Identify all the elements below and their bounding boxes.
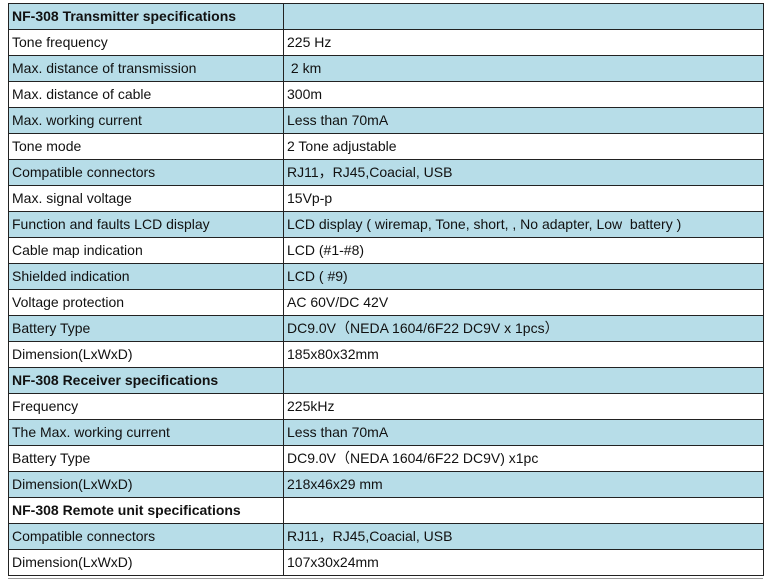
spec-table: NF-308 Transmitter specifications Tone fr…	[8, 3, 764, 576]
spec-value: Less than 70mA	[283, 419, 764, 446]
section-header-row: NF-308 Receiver specifications	[8, 367, 764, 394]
table-row: Shielded indication LCD ( #9)	[8, 263, 764, 290]
spec-value: 225 Hz	[283, 29, 764, 56]
spec-label: The Max. working current	[8, 419, 284, 446]
spec-value: DC9.0V（NEDA 1604/6F22 DC9V x 1pcs）	[283, 315, 764, 342]
table-row: Function and faults LCD display LCD displ…	[8, 211, 764, 238]
spec-label: Function and faults LCD display	[8, 211, 284, 238]
table-row: Cable map indication LCD (#1-#8)	[8, 237, 764, 264]
spec-label: Shielded indication	[8, 263, 284, 290]
spec-value: 185x80x32mm	[283, 341, 764, 368]
spec-label: Dimension(LxWxD)	[8, 341, 284, 368]
table-row: Battery Type DC9.0V（NEDA 1604/6F22 DC9V x…	[8, 315, 764, 342]
spec-value: LCD ( #9)	[283, 263, 764, 290]
spec-value: 300m	[283, 81, 764, 108]
table-row: Dimension(LxWxD) 218x46x29 mm	[8, 471, 764, 498]
spec-label: Battery Type	[8, 315, 284, 342]
section-title: NF-308 Remote unit specifications	[8, 497, 284, 524]
page-bottom-divider	[8, 578, 763, 579]
section-title: NF-308 Receiver specifications	[8, 367, 284, 394]
table-row: Battery Type DC9.0V（NEDA 1604/6F22 DC9V) …	[8, 445, 764, 472]
spec-value: 107x30x24mm	[283, 549, 764, 576]
table-row: Voltage protection AC 60V/DC 42V	[8, 289, 764, 316]
spec-label: Dimension(LxWxD)	[8, 471, 284, 498]
spec-label: Max. distance of transmission	[8, 55, 284, 82]
spec-value: 2 km	[283, 55, 764, 82]
spec-label: Cable map indication	[8, 237, 284, 264]
table-row: Tone frequency 225 Hz	[8, 29, 764, 56]
spec-value: Less than 70mA	[283, 107, 764, 134]
spec-label: Tone frequency	[8, 29, 284, 56]
table-row: Compatible connectors RJ11，RJ45,Coacial, …	[8, 523, 764, 550]
spec-value: 218x46x29 mm	[283, 471, 764, 498]
spec-table-body: NF-308 Transmitter specifications Tone fr…	[8, 3, 764, 576]
spec-label: Voltage protection	[8, 289, 284, 316]
spec-value	[283, 367, 764, 394]
table-row: Max. working current Less than 70mA	[8, 107, 764, 134]
spec-value: AC 60V/DC 42V	[283, 289, 764, 316]
spec-label: Tone mode	[8, 133, 284, 160]
spec-value: DC9.0V（NEDA 1604/6F22 DC9V) x1pc	[283, 445, 764, 472]
section-header-row: NF-308 Remote unit specifications	[8, 497, 764, 524]
table-row: The Max. working current Less than 70mA	[8, 419, 764, 446]
spec-value: RJ11，RJ45,Coacial, USB	[283, 159, 764, 186]
table-row: Max. signal voltage 15Vp-p	[8, 185, 764, 212]
spec-label: Compatible connectors	[8, 523, 284, 550]
spec-value: LCD display ( wiremap, Tone, short, , No…	[283, 211, 764, 238]
spec-label: Max. distance of cable	[8, 81, 284, 108]
table-row: Max. distance of cable 300m	[8, 81, 764, 108]
table-row: Compatible connectors RJ11，RJ45,Coacial, …	[8, 159, 764, 186]
spec-value: 225kHz	[283, 393, 764, 420]
spec-value: 2 Tone adjustable	[283, 133, 764, 160]
spec-label: Battery Type	[8, 445, 284, 472]
spec-value	[283, 3, 764, 30]
spec-value: RJ11，RJ45,Coacial, USB	[283, 523, 764, 550]
spec-value: 15Vp-p	[283, 185, 764, 212]
spec-value: LCD (#1-#8)	[283, 237, 764, 264]
spec-label: Dimension(LxWxD)	[8, 549, 284, 576]
table-row: Max. distance of transmission 2 km	[8, 55, 764, 82]
section-header-row: NF-308 Transmitter specifications	[8, 3, 764, 30]
spec-value	[283, 497, 764, 524]
table-row: Tone mode 2 Tone adjustable	[8, 133, 764, 160]
spec-label: Compatible connectors	[8, 159, 284, 186]
spec-label: Frequency	[8, 393, 284, 420]
table-row: Frequency 225kHz	[8, 393, 764, 420]
table-row: Dimension(LxWxD) 107x30x24mm	[8, 549, 764, 576]
spec-label: Max. signal voltage	[8, 185, 284, 212]
section-title: NF-308 Transmitter specifications	[8, 3, 284, 30]
spec-label: Max. working current	[8, 107, 284, 134]
table-row: Dimension(LxWxD) 185x80x32mm	[8, 341, 764, 368]
